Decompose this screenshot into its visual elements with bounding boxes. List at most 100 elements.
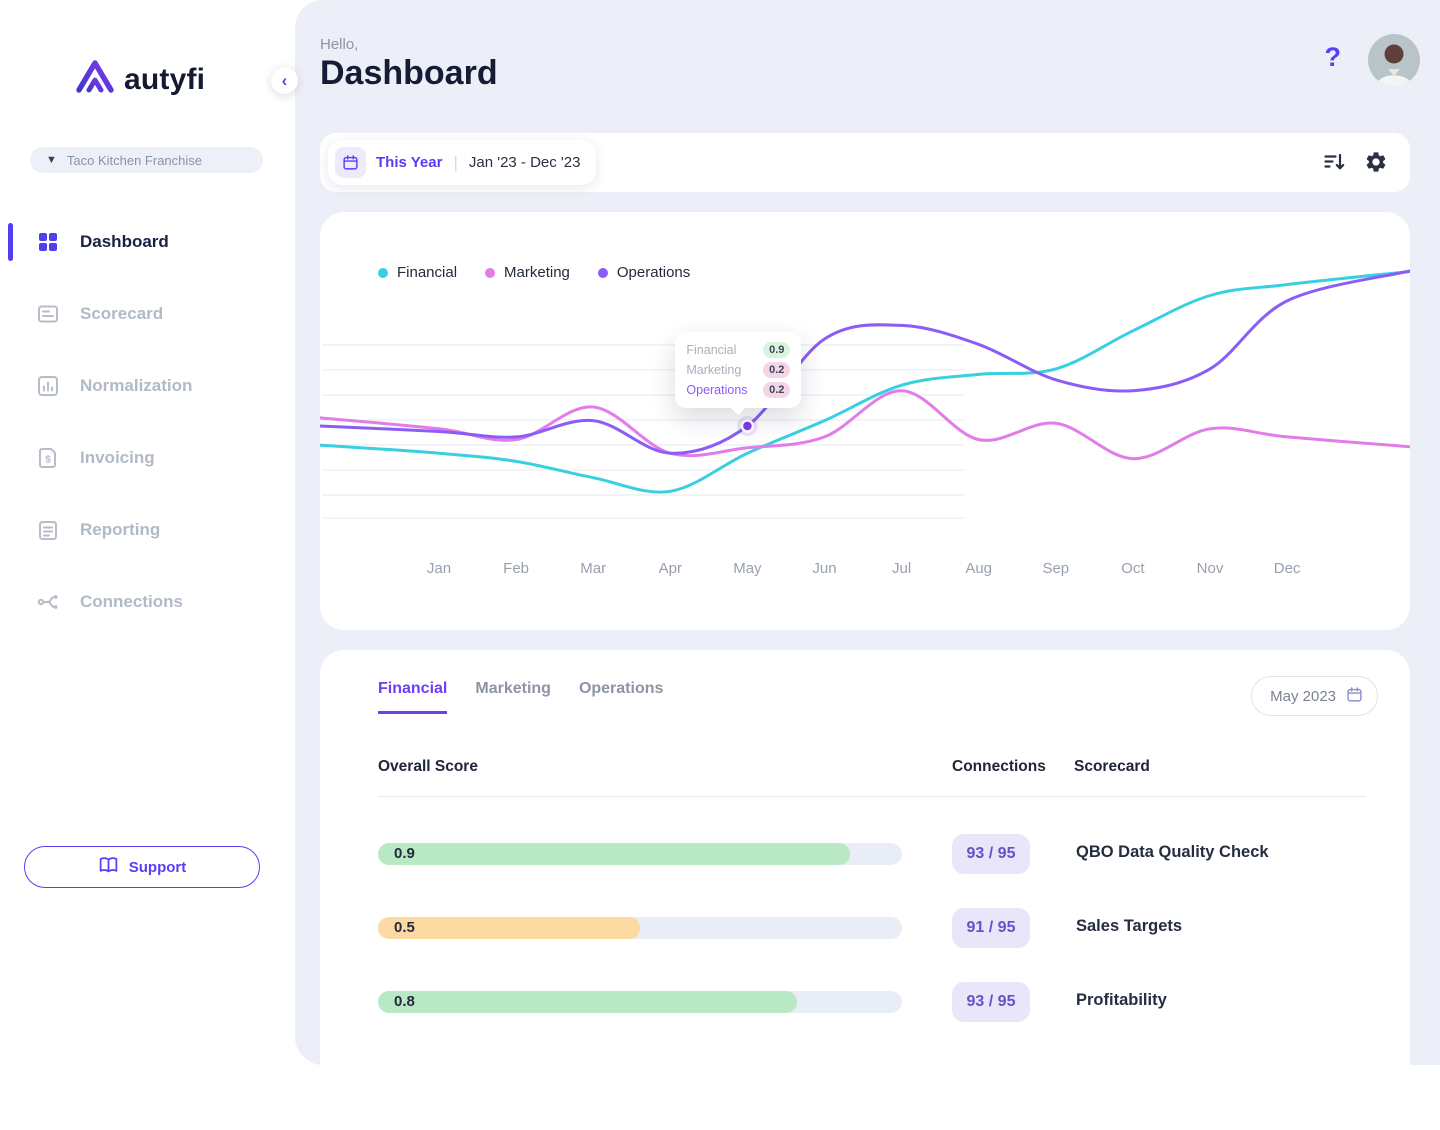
scorecard-icon: [36, 302, 60, 326]
score-bar-fill: [378, 991, 798, 1013]
tooltip-row-marketing: Marketing 0.2: [686, 360, 791, 380]
column-header-scorecard: Scorecard: [1074, 758, 1150, 775]
score-value: 0.8: [394, 993, 415, 1010]
chart-legend: Financial Marketing Operations: [378, 264, 690, 281]
sidebar-item-connections[interactable]: Connections: [0, 582, 295, 622]
score-bar-fill: [378, 843, 850, 865]
x-axis-label: Nov: [1196, 560, 1224, 577]
franchise-selector-label: Taco Kitchen Franchise: [66, 152, 203, 168]
x-axis-label: Jan: [426, 560, 452, 577]
score-rows: 0.9 93 / 95 QBO Data Quality Check 0.5 9…: [378, 817, 1366, 1039]
calendar-icon: [335, 147, 366, 178]
connections-badge: 91 / 95: [952, 908, 1030, 948]
trend-chart-card: Financial Marketing Operations Financial…: [320, 212, 1410, 630]
legend-label: Operations: [616, 264, 691, 281]
connections-icon: [36, 590, 60, 614]
support-button-label: Support: [128, 858, 187, 876]
avatar-image: [1368, 34, 1420, 86]
legend-item-financial: Financial: [378, 264, 457, 281]
score-bar-track: [378, 991, 902, 1013]
x-axis-label: Dec: [1273, 560, 1301, 577]
tooltip-row-operations: Operations 0.2: [686, 380, 791, 400]
sidebar-item-reporting[interactable]: Reporting: [0, 510, 295, 550]
sidebar-item-label: Scorecard: [80, 304, 164, 323]
help-button[interactable]: ?: [1324, 42, 1342, 72]
chart-tooltip: Financial 0.9 Marketing 0.2 Operations 0.2: [675, 332, 802, 409]
tooltip-value: 0.2: [763, 362, 791, 379]
book-icon: [98, 855, 119, 880]
connections-badge: 93 / 95: [952, 834, 1030, 874]
score-value: 0.5: [394, 919, 415, 936]
main-content: Hello, Dashboard ? This Year | Jan '23 -…: [295, 0, 1440, 1130]
legend-dot: [597, 267, 608, 278]
sidebar-item-normalization[interactable]: Normalization: [0, 366, 295, 406]
user-avatar[interactable]: [1368, 34, 1420, 86]
sidebar-item-label: Dashboard: [80, 232, 169, 251]
sidebar-item-label: Connections: [80, 592, 183, 611]
score-bar-track: [378, 843, 902, 865]
franchise-selector[interactable]: ▼ Taco Kitchen Franchise: [30, 147, 263, 173]
tooltip-row-financial: Financial 0.9: [686, 340, 791, 360]
divider: |: [453, 152, 458, 172]
score-value: 0.9: [394, 845, 415, 862]
chevron-left-icon: ‹: [281, 70, 288, 90]
score-bar-fill: [378, 917, 640, 939]
score-row: 0.9 93 / 95 QBO Data Quality Check: [378, 817, 1366, 891]
tab-financial[interactable]: Financial: [378, 680, 448, 714]
sidebar-item-scorecard[interactable]: Scorecard: [0, 294, 295, 334]
period-label: This Year: [376, 154, 443, 171]
x-axis-label: Mar: [580, 560, 607, 577]
legend-dot: [378, 267, 388, 278]
x-axis-label: Sep: [1042, 560, 1070, 577]
table-header-divider: [378, 796, 1366, 797]
sidebar-collapse-button[interactable]: ‹: [271, 67, 298, 94]
x-axis-label: Apr: [658, 560, 682, 577]
scorecard-panel: Financial Marketing Operations May 2023 Ov…: [320, 650, 1410, 1130]
chevron-down-icon: ▼: [46, 154, 57, 166]
calendar-icon: [1346, 686, 1363, 707]
active-indicator: [8, 223, 13, 261]
page-title: Dashboard: [320, 54, 498, 92]
tab-operations[interactable]: Operations: [578, 680, 664, 697]
tooltip-label: Operations: [686, 383, 748, 398]
sidebar-item-dashboard[interactable]: Dashboard: [0, 222, 295, 262]
x-axis-label: Aug: [965, 560, 993, 577]
tab-marketing[interactable]: Marketing: [475, 680, 551, 697]
grid-icon: [36, 230, 60, 254]
legend-item-marketing: Marketing: [485, 264, 570, 281]
sidebar-nav: Dashboard Scorecard Normalization $ Invo…: [0, 222, 295, 654]
sidebar-item-label: Invoicing: [80, 448, 155, 467]
x-axis-label: Jun: [812, 560, 837, 577]
score-row: 0.5 91 / 95 Sales Targets: [378, 891, 1366, 965]
date-range-selector[interactable]: This Year | Jan '23 - Dec '23: [328, 140, 597, 185]
column-header-connections: Connections: [952, 758, 1046, 775]
x-axis-labels: Jan Feb Mar Apr May Jun Jul Aug Sep Oct Nov Dec: [320, 560, 1410, 584]
tooltip-value: 0.9: [763, 342, 791, 359]
legend-dot: [485, 267, 496, 278]
x-axis-label: Jul: [892, 560, 912, 577]
tooltip-label: Marketing: [686, 363, 742, 378]
sidebar-item-label: Normalization: [80, 376, 193, 395]
month-selector[interactable]: May 2023: [1251, 676, 1378, 716]
month-selector-label: May 2023: [1270, 687, 1336, 705]
legend-label: Financial: [397, 264, 458, 281]
connections-badge: 93 / 95: [952, 982, 1030, 1022]
support-button[interactable]: Support: [24, 846, 260, 888]
chart-icon: [36, 374, 60, 398]
legend-label: Marketing: [504, 264, 570, 281]
legend-item-operations: Operations: [597, 264, 691, 281]
svg-text:$: $: [45, 455, 51, 466]
logo-mark-icon: [75, 57, 115, 102]
settings-button[interactable]: [1364, 150, 1388, 174]
scorecard-name: Sales Targets: [1076, 917, 1183, 935]
sidebar-item-label: Reporting: [80, 520, 161, 539]
score-bar-track: [378, 917, 902, 939]
x-axis-label: May: [733, 560, 762, 577]
tooltip-value: 0.2: [763, 382, 791, 399]
column-header-overall-score: Overall Score: [378, 758, 478, 775]
sidebar-item-invoicing[interactable]: $ Invoicing: [0, 438, 295, 478]
chart-canvas[interactable]: [320, 260, 1410, 560]
invoice-icon: $: [36, 446, 60, 470]
scorecard-name: Profitability: [1076, 991, 1167, 1009]
sort-button[interactable]: [1322, 150, 1346, 174]
